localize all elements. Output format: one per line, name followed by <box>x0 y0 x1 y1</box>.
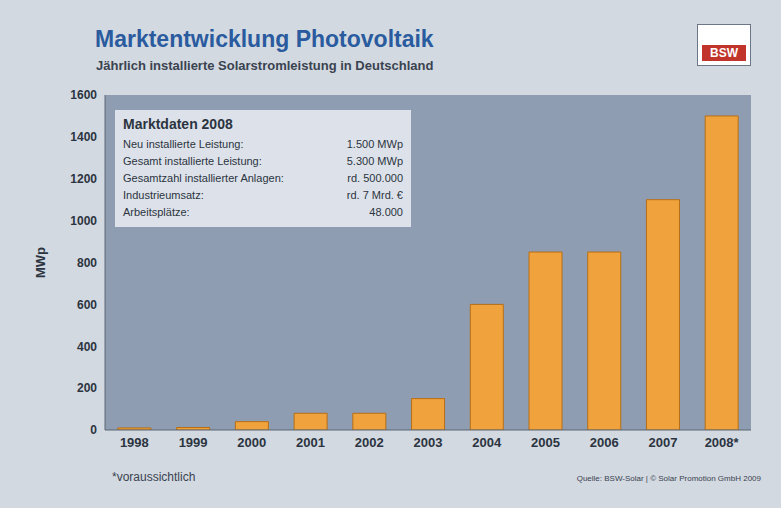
html-text:Marktentwicklung Photovoltaik: Marktentwicklung Photovoltaik <box>95 26 434 52</box>
html-text:5.300 MWp: 5.300 MWp <box>346 155 403 167</box>
svg-text:2006: 2006 <box>590 435 619 450</box>
svg-text:2002: 2002 <box>355 435 384 450</box>
html-text:Quelle: BSW-Solar | © Solar Pr: Quelle: BSW-Solar | © Solar Promotion Gm… <box>576 474 761 483</box>
html-text:Arbeitsplätze:: Arbeitsplätze: <box>123 206 190 218</box>
html-text:BSW: BSW <box>710 46 738 60</box>
html-text:Industrieumsatz:: Industrieumsatz: <box>123 189 204 201</box>
svg-text:2007: 2007 <box>648 435 677 450</box>
svg-text:600: 600 <box>77 298 97 312</box>
svg-text:1600: 1600 <box>70 88 97 102</box>
html-text:rd. 500.000: rd. 500.000 <box>347 172 403 184</box>
html-text:Neu installierte Leistung:: Neu installierte Leistung: <box>123 138 244 150</box>
html-text:Jährlich installierte Solarstr: Jährlich installierte Solarstromleistung… <box>96 58 434 73</box>
html-text:1.500 MWp: 1.500 MWp <box>346 138 403 150</box>
svg-text:1400: 1400 <box>70 130 97 144</box>
svg-text:200: 200 <box>77 381 97 395</box>
html-text:rd. 7 Mrd. €: rd. 7 Mrd. € <box>346 189 403 201</box>
svg-text:2004: 2004 <box>472 435 502 450</box>
svg-text:1999: 1999 <box>179 435 208 450</box>
svg-text:1200: 1200 <box>70 172 97 186</box>
html-text:Gesamtzahl installierter Anlag: Gesamtzahl installierter Anlagen: <box>123 172 284 184</box>
svg-text:800: 800 <box>77 256 97 270</box>
html-text:Gesamt installierte Leistung:: Gesamt installierte Leistung: <box>123 155 262 167</box>
svg-text:MWp: MWp <box>33 247 48 278</box>
html-text:*voraussichtlich: *voraussichtlich <box>112 470 196 484</box>
html-text:Marktdaten 2008: Marktdaten 2008 <box>123 116 233 132</box>
html-text:48.000: 48.000 <box>369 206 403 218</box>
svg-text:1998: 1998 <box>120 435 149 450</box>
svg-text:2003: 2003 <box>414 435 443 450</box>
svg-text:2001: 2001 <box>296 435 325 450</box>
svg-text:2000: 2000 <box>237 435 266 450</box>
svg-text:2005: 2005 <box>531 435 560 450</box>
svg-text:1000: 1000 <box>70 214 97 228</box>
svg-text:2008*: 2008* <box>705 435 740 450</box>
svg-text:400: 400 <box>77 340 97 354</box>
svg-text:0: 0 <box>90 423 97 437</box>
